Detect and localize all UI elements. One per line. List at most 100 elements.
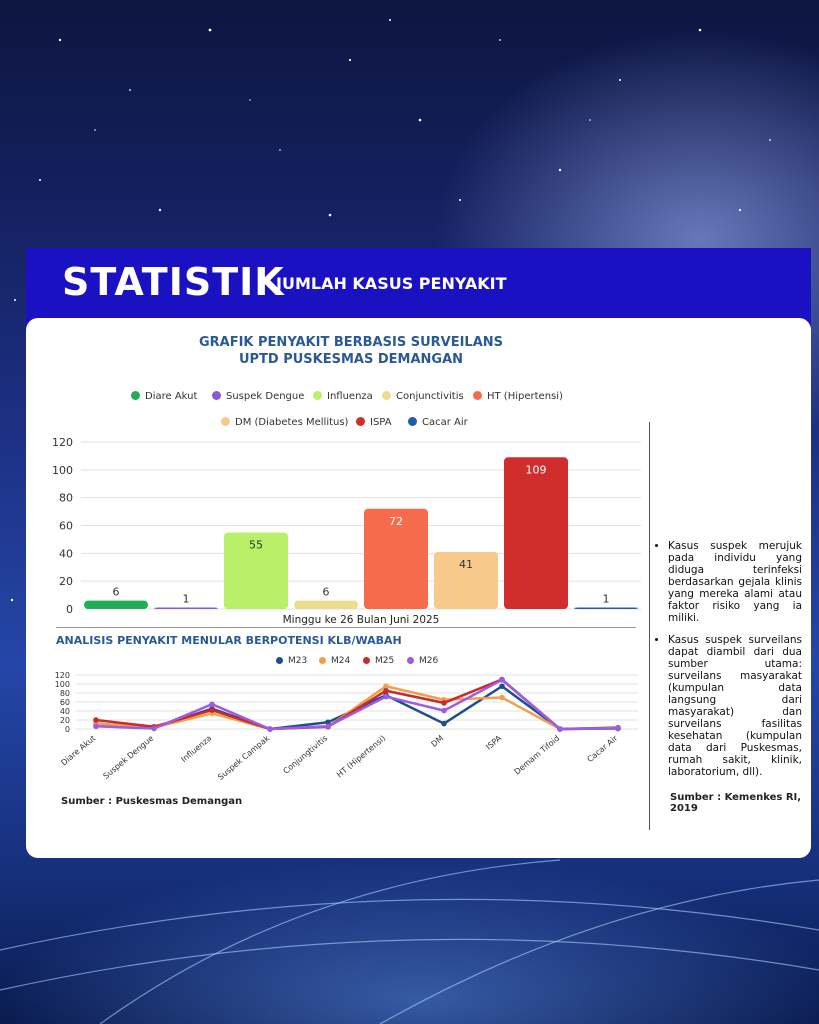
legend-item: ISPA: [356, 417, 392, 428]
series-point: [499, 677, 505, 683]
series-point: [441, 700, 447, 706]
series-point: [383, 683, 389, 690]
y-tick-label: 0: [66, 603, 73, 616]
legend-item: Influenza: [313, 391, 373, 402]
legend-label: HT (Hipertensi): [487, 391, 563, 402]
y-tick-label: 20: [60, 716, 70, 725]
legend-item: Suspek Dengue: [212, 391, 304, 402]
legend-marker: [276, 657, 283, 664]
series-point: [151, 725, 157, 732]
series-point: [325, 723, 331, 730]
series-point: [499, 683, 505, 690]
series-point: [441, 720, 447, 727]
series-point: [325, 719, 331, 726]
series-point: [209, 707, 215, 713]
bar: [434, 551, 498, 609]
bar-data-label: 109: [526, 463, 547, 476]
vertical-divider: [649, 422, 650, 830]
bar: [574, 607, 638, 609]
legend-label: ISPA: [370, 417, 392, 428]
bar-data-label: 55: [249, 538, 263, 551]
bar-chart: 0 20 40 60 80 100 120 6 1 55 6 72 41 109 1 Minggu ke 26…: [52, 436, 641, 626]
bar: [504, 457, 568, 609]
legend-item: HT (Hipertensi): [473, 391, 563, 402]
bar-chart-title: GRAFIK PENYAKIT BERBASIS SURVEILANS UPTD…: [176, 334, 526, 368]
x-tick-label: DM: [429, 734, 445, 749]
section-divider: [56, 627, 636, 628]
legend-item: M26: [407, 656, 438, 666]
series-point: [615, 725, 621, 732]
legend-marker: [382, 391, 391, 400]
y-tick-label: 40: [60, 707, 70, 716]
bar-data-label: 1: [183, 593, 190, 606]
page-subtitle: JUMLAH KASUS PENYAKIT: [276, 274, 507, 293]
source-left: Sumber : Puskesmas Demangan: [61, 796, 243, 807]
series-point: [383, 687, 389, 694]
bar-chart-title-line1: GRAFIK PENYAKIT BERBASIS SURVEILANS: [198, 335, 504, 350]
bar-data-label: 6: [323, 586, 330, 599]
note-item: Kasus suspek merujuk pada individu yang …: [668, 540, 802, 624]
legend-marker: [221, 417, 230, 426]
bar: [154, 607, 218, 609]
content-card: GRAFIK PENYAKIT BERBASIS SURVEILANS UPTD…: [26, 318, 811, 858]
legend-item: Diare Akut: [131, 391, 197, 402]
legend-label: Conjunctivitis: [396, 391, 464, 402]
x-tick-label: Suspek Dengue: [101, 734, 155, 781]
legend-marker: [212, 391, 221, 400]
bar-data-label: 1: [603, 593, 610, 606]
source-right: Sumber : Kemenkes RI, 2019: [670, 792, 802, 814]
line-chart-title: ANALISIS PENYAKIT MENULAR BERPOTENSI KLB…: [56, 634, 402, 647]
x-tick-label: HT (Hipertensi): [335, 734, 387, 780]
note-item: Kasus suspek surveilans dapat diambil da…: [668, 634, 802, 778]
y-tick-label: 80: [60, 689, 70, 698]
legend-item: M23: [276, 656, 307, 666]
y-tick-label: 120: [52, 436, 73, 449]
x-axis-label: Minggu ke 26 Bulan Juni 2025: [283, 614, 440, 626]
y-tick-label: 60: [59, 520, 73, 533]
x-tick-label: Suspek Campak: [216, 733, 271, 782]
legend-label: Influenza: [327, 391, 373, 402]
y-tick-label: 0: [65, 725, 70, 734]
bar: [84, 600, 148, 609]
bar-data-label: 72: [389, 515, 403, 528]
series-point: [383, 693, 389, 700]
legend-label: DM (Diabetes Mellitus): [235, 417, 349, 428]
page-title: STATISTIK: [62, 260, 285, 304]
legend-label: Diare Akut: [145, 391, 198, 402]
header-banner: STATISTIK JUMLAH KASUS PENYAKIT: [26, 248, 811, 326]
series-line: [95, 678, 619, 731]
series-line: [95, 678, 619, 731]
y-tick-label: 40: [59, 547, 73, 560]
y-tick-label: 20: [59, 575, 73, 588]
series-point: [209, 701, 215, 708]
x-tick-label: Cacar Air: [585, 733, 619, 764]
series-point: [499, 694, 505, 701]
legend-item: M25: [363, 656, 394, 666]
notes-panel: Kasus suspek merujuk pada individu yang …: [654, 540, 802, 788]
y-tick-label: 100: [55, 680, 70, 689]
legend-item: Conjunctivitis: [382, 391, 464, 402]
series-point: [557, 726, 563, 732]
legend-item: Cacar Air: [408, 417, 468, 428]
bar-chart-title-line2: UPTD PUSKESMAS DEMANGAN: [238, 352, 464, 367]
legend-marker: [319, 657, 326, 664]
x-tick-label: Diare Akut: [59, 734, 97, 768]
legend-marker: [407, 657, 414, 664]
bar: [364, 508, 428, 609]
x-tick-label: Influenza: [179, 734, 213, 765]
series-point: [441, 707, 447, 714]
legend-label: M25: [375, 656, 395, 666]
legend-label: M26: [419, 656, 439, 666]
y-tick-label: 120: [55, 671, 70, 680]
legend-label: Cacar Air: [422, 417, 468, 428]
series-point: [267, 726, 273, 732]
series-point: [93, 717, 99, 723]
legend-label: M24: [331, 656, 351, 666]
series-point: [93, 723, 99, 730]
y-tick-label: 60: [60, 698, 70, 707]
legend-label: Suspek Dengue: [226, 391, 305, 402]
legend-marker: [131, 391, 140, 400]
x-tick-label: ISPA: [484, 733, 503, 751]
